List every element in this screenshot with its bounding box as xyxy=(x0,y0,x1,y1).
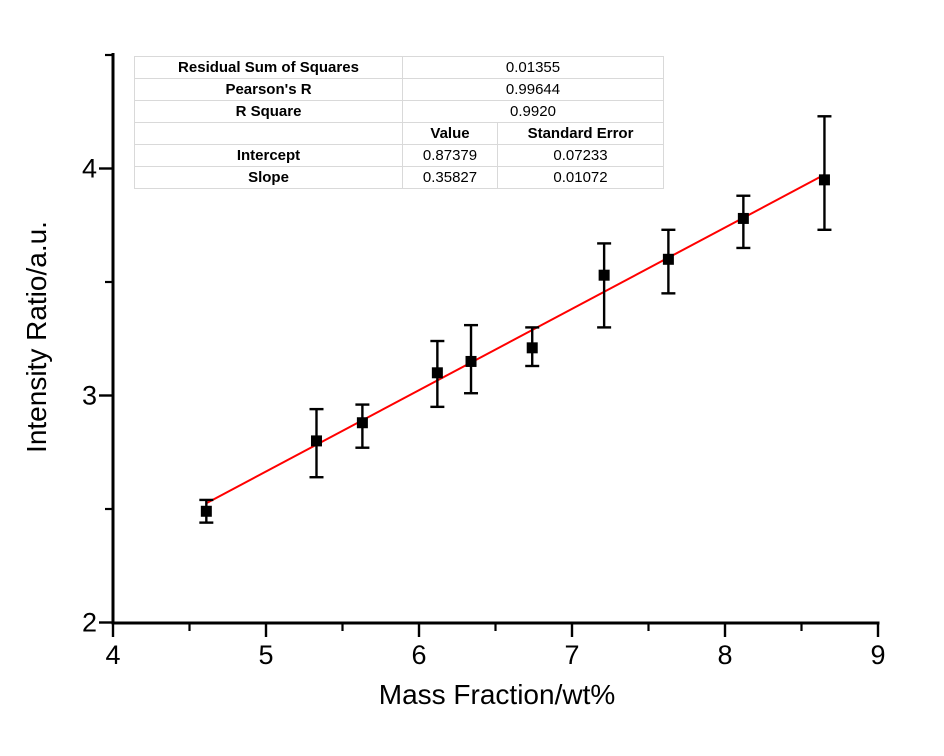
y-axis-title: Intensity Ratio/a.u. xyxy=(21,221,52,453)
data-point-marker xyxy=(200,505,212,517)
stat-row-slope: Slope 0.35827 0.01072 xyxy=(134,166,664,189)
data-point-marker xyxy=(465,355,477,367)
stat-stderr: 0.07233 xyxy=(497,144,664,167)
data-point-marker xyxy=(310,435,322,447)
stat-header-value: Value xyxy=(402,122,498,145)
stat-label: Slope xyxy=(134,166,403,189)
axis-frame xyxy=(111,53,880,625)
stat-stderr: 0.01072 xyxy=(497,166,664,189)
stat-label: Pearson's R xyxy=(134,78,403,101)
stat-value: 0.9920 xyxy=(402,100,664,123)
stat-label-empty xyxy=(134,122,403,145)
stat-row-intercept: Intercept 0.87379 0.07233 xyxy=(134,144,664,167)
stat-row-rss: Residual Sum of Squares 0.01355 xyxy=(134,56,664,79)
x-tick-label: 6 xyxy=(411,640,426,670)
data-point-marker xyxy=(431,367,443,379)
data-point-marker xyxy=(598,269,610,281)
x-tick-label: 9 xyxy=(870,640,885,670)
x-tick-label: 5 xyxy=(258,640,273,670)
stat-header-row: Value Standard Error xyxy=(134,122,664,145)
stat-value: 0.99644 xyxy=(402,78,664,101)
x-tick-label: 7 xyxy=(564,640,579,670)
data-point-marker xyxy=(818,174,830,186)
stat-value: 0.35827 xyxy=(402,166,498,189)
y-tick-label: 3 xyxy=(82,381,97,411)
stat-label: Intercept xyxy=(134,144,403,167)
data-point-marker xyxy=(662,253,674,265)
stat-row-r-square: R Square 0.9920 xyxy=(134,100,664,123)
fit-line xyxy=(205,173,825,505)
data-point-marker xyxy=(356,417,368,429)
data-point-marker xyxy=(737,212,749,224)
data-point-marker xyxy=(526,342,538,354)
stat-label: Residual Sum of Squares xyxy=(134,56,403,79)
stat-value: 0.01355 xyxy=(402,56,664,79)
x-tick-label: 4 xyxy=(105,640,120,670)
x-tick-label: 8 xyxy=(717,640,732,670)
stat-header-stderr: Standard Error xyxy=(497,122,664,145)
stat-row-pearsons-r: Pearson's R 0.99644 xyxy=(134,78,664,101)
y-tick-label: 4 xyxy=(82,154,97,184)
y-tick-label: 2 xyxy=(82,608,97,638)
stat-label: R Square xyxy=(134,100,403,123)
stat-value: 0.87379 xyxy=(402,144,498,167)
x-axis-title: Mass Fraction/wt% xyxy=(379,679,616,710)
fit-stats-table: Residual Sum of Squares 0.01355 Pearson'… xyxy=(134,56,664,189)
